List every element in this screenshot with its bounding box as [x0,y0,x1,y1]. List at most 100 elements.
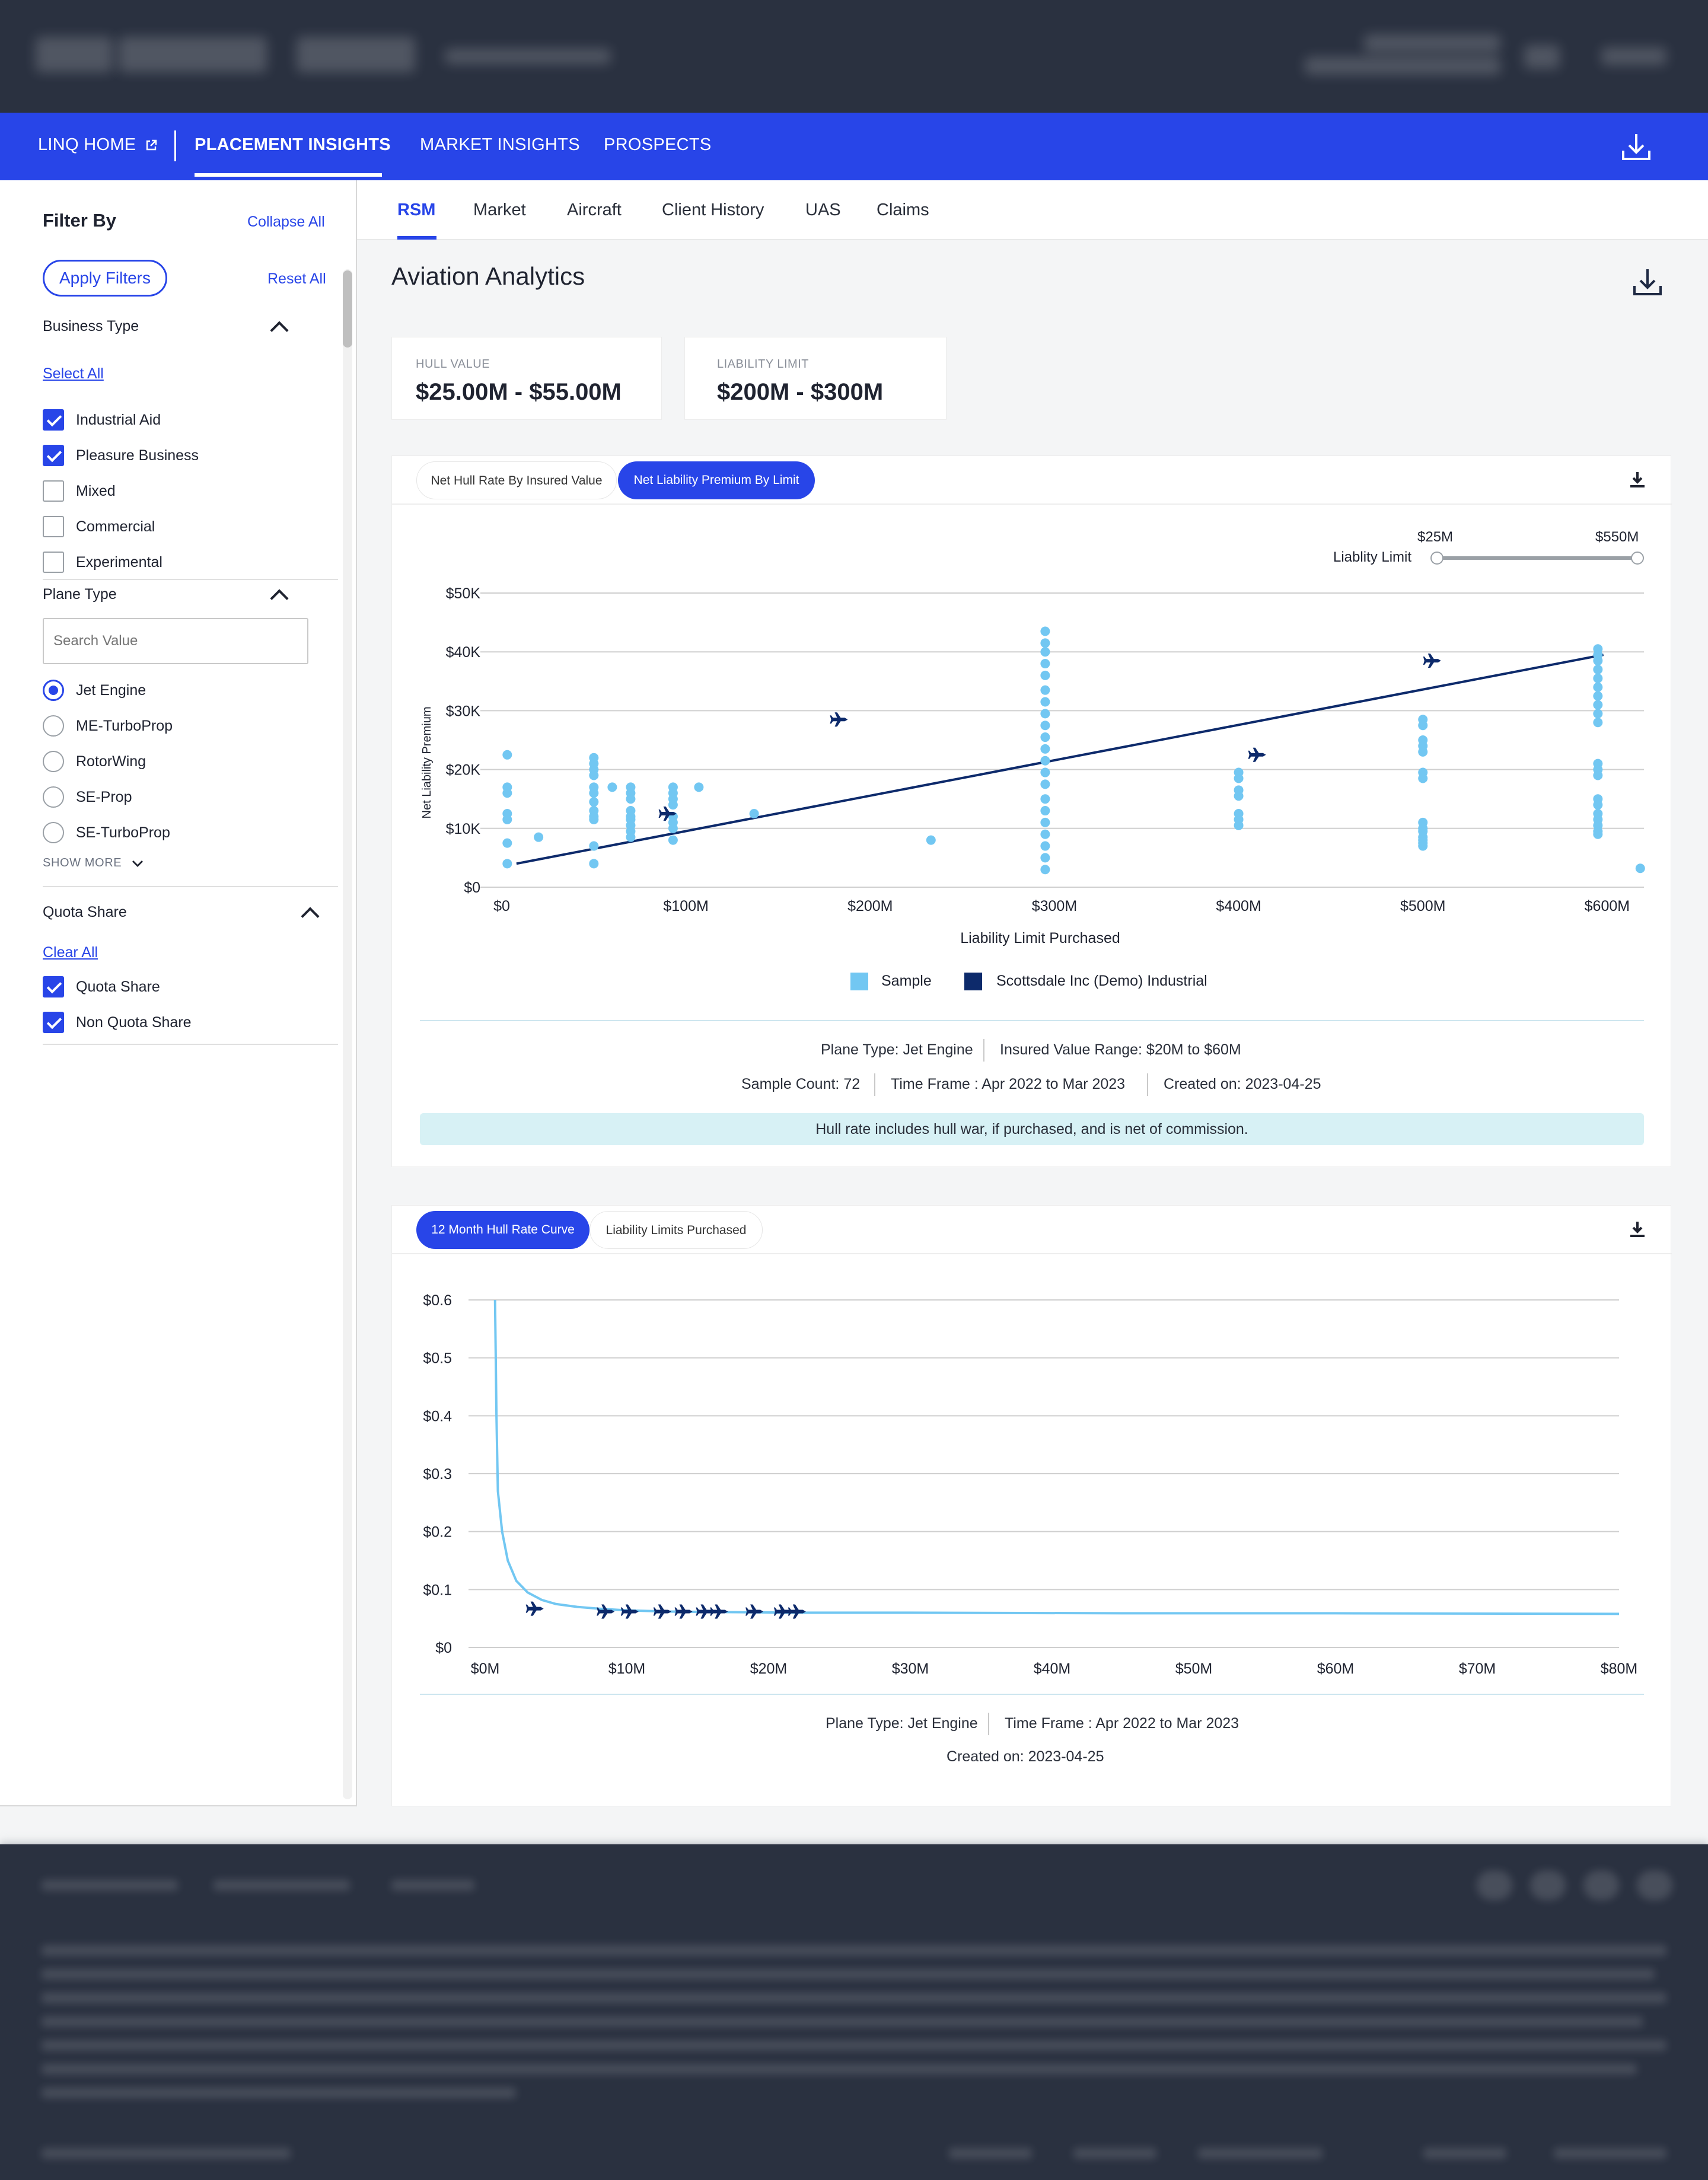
checkbox-industrial-aid[interactable] [43,409,64,431]
chevron-up-icon[interactable] [270,589,289,608]
legend-swatch-sample [850,973,868,990]
reset-all-link[interactable]: Reset All [267,270,326,287]
client-plane-marker [525,1601,544,1616]
checkbox-label: Pleasure Business [76,447,199,464]
footer-link[interactable] [391,1880,474,1891]
chevron-up-icon[interactable] [301,907,320,926]
pill-hull-rate-curve[interactable]: 12 Month Hull Rate Curve [416,1211,589,1249]
nav-divider [174,130,176,161]
sample-point [1593,664,1603,674]
page-title: Aviation Analytics [391,262,585,290]
download-icon[interactable] [1627,470,1648,490]
social-icon[interactable] [1530,1870,1566,1900]
nav-market-insights[interactable]: MARKET INSIGHTS [420,135,580,154]
hull-rate-curve-chart: $0 $0.1 $0.2 $0.3 $0.4 $0.5 $0.6 $0M $10M $20M $30… [423,1292,1638,1677]
tab-uas[interactable]: UAS [805,200,841,219]
pill-liability-limits-purchased[interactable]: Liability Limits Purchased [589,1211,763,1249]
nav-linq-home[interactable]: LINQ HOME [38,135,158,155]
sign-out-link[interactable] [1601,47,1666,65]
sample-point [626,832,636,842]
select-all-link[interactable]: Select All [43,365,104,382]
sample-point [1040,744,1050,754]
y-tick-label: $0 [464,879,480,896]
tab-market[interactable]: Market [473,200,526,219]
download-icon[interactable] [1627,1219,1648,1239]
pill-net-liability-premium[interactable]: Net Liability Premium By Limit [618,461,815,499]
footer-link[interactable] [949,2148,1032,2159]
footer-link[interactable] [1554,2148,1666,2159]
x-tick-label: $80M [1601,1661,1638,1677]
footer-link[interactable] [214,1880,350,1891]
brand-tagline [445,49,611,64]
sample-point [1040,767,1050,777]
radio-se-prop[interactable] [43,786,64,808]
plane-type-search-input[interactable] [43,618,308,664]
footer-link[interactable] [1198,2148,1323,2159]
radio-me-turboprop[interactable] [43,715,64,737]
sample-point [1593,829,1603,839]
meta-insured-range: Insured Value Range: $20M to $60M [1000,1041,1241,1058]
collapse-all-link[interactable]: Collapse All [247,213,325,230]
sample-point [1593,700,1603,710]
sample-point [1040,721,1050,731]
sample-point [1040,817,1050,827]
chevron-up-icon[interactable] [270,321,289,340]
sample-point [589,770,599,780]
footer-link[interactable] [42,1880,178,1891]
tab-aircraft[interactable]: Aircraft [567,200,622,219]
meta-separator [1147,1073,1148,1096]
sample-point [668,835,678,845]
client-plane-marker [658,807,677,821]
account-icon[interactable] [1524,45,1560,69]
apply-filters-button[interactable]: Apply Filters [43,260,167,297]
checkbox-experimental[interactable] [43,552,64,573]
checkbox-quota-share[interactable] [43,976,64,997]
radio-rotorwing[interactable] [43,751,64,772]
nav-prospects[interactable]: PROSPECTS [604,135,712,154]
checkbox-commercial[interactable] [43,516,64,537]
user-company[interactable] [1305,57,1500,75]
checkbox-non-quota-share[interactable] [43,1012,64,1033]
download-icon[interactable] [1631,266,1664,299]
radio-jet-engine[interactable] [43,680,64,701]
meta-divider [420,1694,1644,1695]
sample-point [1040,865,1050,875]
plane-type-heading: Plane Type [43,586,117,603]
business-type-heading: Business Type [43,318,139,334]
social-icon[interactable] [1637,1870,1672,1900]
sidebar-scrollbar-thumb[interactable] [343,270,352,348]
clear-all-link[interactable]: Clear All [43,944,98,961]
tab-claims[interactable]: Claims [877,200,929,219]
footer-link[interactable] [1073,2148,1156,2159]
tab-rsm[interactable]: RSM [397,200,436,219]
sample-point [1040,779,1050,789]
social-icon[interactable] [1583,1870,1619,1900]
checkbox-mixed[interactable] [43,480,64,502]
tab-bar: RSM Market Aircraft Client History UAS C… [357,180,1708,240]
sample-point [589,788,599,798]
sample-point [1040,829,1050,839]
range-slider-track[interactable] [1436,556,1638,560]
y-tick-label: $50K [446,585,481,602]
social-icon[interactable] [1477,1870,1512,1900]
tab-client-history[interactable]: Client History [662,200,764,219]
client-plane-marker [710,1604,728,1619]
liability-limit-card: LIABILITY LIMIT $200M - $300M [684,337,947,420]
sample-point [668,823,678,833]
pill-net-hull-rate[interactable]: Net Hull Rate By Insured Value [416,461,617,499]
range-slider-max-handle[interactable] [1631,552,1644,565]
radio-label: RotorWing [76,753,146,770]
x-tick-label: $30M [892,1661,929,1677]
checkbox-pleasure-business[interactable] [43,445,64,466]
footer-link[interactable] [1423,2148,1506,2159]
show-more-button[interactable]: SHOW MORE [43,856,144,870]
sidebar-scrollbar-track[interactable] [343,269,352,1799]
hull-rate-note: Hull rate includes hull war, if purchase… [420,1113,1644,1145]
client-plane-marker [653,1604,671,1619]
range-slider-min-handle[interactable] [1430,552,1443,565]
download-icon[interactable] [1620,130,1652,162]
liability-premium-panel [391,455,1672,1167]
nav-placement-insights[interactable]: PLACEMENT INSIGHTS [195,135,391,154]
radio-se-turboprop[interactable] [43,822,64,843]
checkbox-label: Experimental [76,554,162,571]
